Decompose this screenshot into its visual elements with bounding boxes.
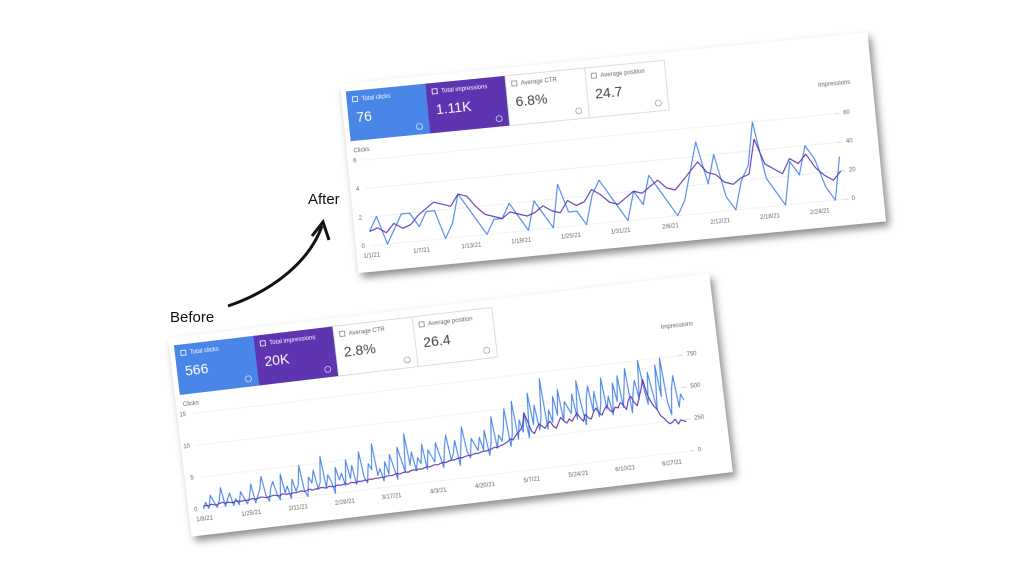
series-line <box>202 357 685 510</box>
grid-line <box>192 355 679 414</box>
card-value: 566 <box>184 360 209 379</box>
metric-card <box>253 326 339 386</box>
grid-line <box>362 113 836 161</box>
y2-tick-label: 60 <box>843 110 851 117</box>
x-tick-label: 1/19/21 <box>511 238 532 246</box>
y2-tick-label: 0 <box>851 196 856 202</box>
card-value: 2.8% <box>343 340 377 360</box>
metric-card <box>411 306 499 368</box>
card-label: Total impressions <box>441 84 488 94</box>
series-line <box>369 138 842 234</box>
card-value: 1.11K <box>435 98 473 117</box>
x-tick-label: 4/20/21 <box>475 482 496 490</box>
help-icon <box>416 123 423 130</box>
x-tick-label: 5/7/21 <box>523 476 541 484</box>
x-tick-label: 2/24/21 <box>810 208 831 216</box>
x-tick-label: 4/3/21 <box>430 488 448 496</box>
chart-panel: Total clicks 566 Total impressions 20K Avera… <box>168 273 733 537</box>
x-tick-label: 1/25/21 <box>561 233 582 241</box>
x-tick-label: 2/12/21 <box>710 218 731 226</box>
chart-panel: Total clicks 76 Total impressions 1.11K Aver… <box>340 32 887 274</box>
card-value: 20K <box>264 350 291 369</box>
y-tick-label: 0 <box>361 244 366 250</box>
x-tick-label: 6/27/21 <box>662 460 683 468</box>
card-value: 76 <box>356 108 373 125</box>
help-icon <box>245 375 252 383</box>
checkbox <box>590 72 598 79</box>
help-icon <box>324 365 332 373</box>
y2-axis-title: Impressions <box>818 80 851 89</box>
y2-tick-label: 40 <box>846 138 854 145</box>
y-axis-title: Clicks <box>183 400 200 408</box>
y-tick-label: 15 <box>179 412 187 419</box>
y2-axis-title: Impressions <box>661 321 694 331</box>
x-tick-label: 2/28/21 <box>335 499 356 507</box>
checkbox <box>339 330 346 338</box>
checkbox <box>418 321 425 328</box>
arrow-head <box>310 218 331 241</box>
metric-card <box>425 75 510 134</box>
metric-card <box>345 83 431 142</box>
help-icon <box>655 99 662 107</box>
metric-card <box>173 335 260 395</box>
x-tick-label: 1/31/21 <box>611 228 632 236</box>
help-icon <box>483 347 491 354</box>
annotation: After <box>308 191 340 208</box>
grid-line <box>203 450 691 510</box>
card-label: Average CTR <box>348 327 385 337</box>
y-tick-label: 2 <box>359 215 364 221</box>
y-tick-label: 5 <box>190 475 195 481</box>
y-tick-label: 0 <box>194 507 199 513</box>
card-label: Average CTR <box>521 77 558 87</box>
x-tick-label: 1/8/21 <box>196 515 214 523</box>
y2-tick-label: 20 <box>849 167 857 174</box>
x-tick-label: 1/25/21 <box>241 510 262 518</box>
card-label: Total clicks <box>361 94 390 103</box>
grid-line <box>368 170 841 218</box>
grid-line <box>199 418 687 478</box>
x-tick-label: 1/7/21 <box>413 248 431 256</box>
series-line <box>203 378 687 507</box>
x-tick-label: 1/13/21 <box>461 242 482 250</box>
x-tick-label: 2/6/21 <box>662 223 680 231</box>
checkbox <box>511 80 518 87</box>
y-axis-title: Clicks <box>353 147 370 155</box>
card-value: 6.8% <box>515 91 548 110</box>
card-value: 26.4 <box>422 331 451 350</box>
y2-tick-label: 750 <box>686 351 697 358</box>
x-tick-label: 6/10/21 <box>615 465 636 473</box>
help-icon <box>575 107 583 115</box>
arrow <box>227 225 324 308</box>
card-label: Total clicks <box>190 347 220 356</box>
x-tick-label: 2/11/21 <box>288 504 309 512</box>
card-value: 24.7 <box>594 83 623 102</box>
grid-line <box>195 387 683 446</box>
x-tick-label: 2/18/21 <box>760 213 781 221</box>
y-tick-label: 6 <box>353 158 358 164</box>
annotation: Before <box>170 309 214 326</box>
metric-card <box>584 59 670 119</box>
help-icon <box>403 356 411 364</box>
card-label: Total impressions <box>269 335 316 346</box>
y-tick-label: 10 <box>183 444 191 451</box>
checkbox <box>259 340 267 347</box>
x-tick-label: 3/17/21 <box>381 493 402 501</box>
checkbox <box>180 349 187 357</box>
card-label: Average position <box>428 316 473 327</box>
card-label: Average position <box>600 69 645 79</box>
y2-tick-label: 500 <box>690 383 701 390</box>
x-tick-label: 5/24/21 <box>568 471 589 479</box>
x-tick-label: 1/1/21 <box>363 252 381 260</box>
y2-tick-label: 0 <box>698 447 703 453</box>
y2-tick-label: 250 <box>694 415 705 422</box>
help-icon <box>495 115 503 122</box>
grid-line <box>370 199 844 247</box>
checkbox <box>431 88 438 95</box>
y-tick-label: 4 <box>356 187 361 193</box>
checkbox <box>351 95 359 103</box>
